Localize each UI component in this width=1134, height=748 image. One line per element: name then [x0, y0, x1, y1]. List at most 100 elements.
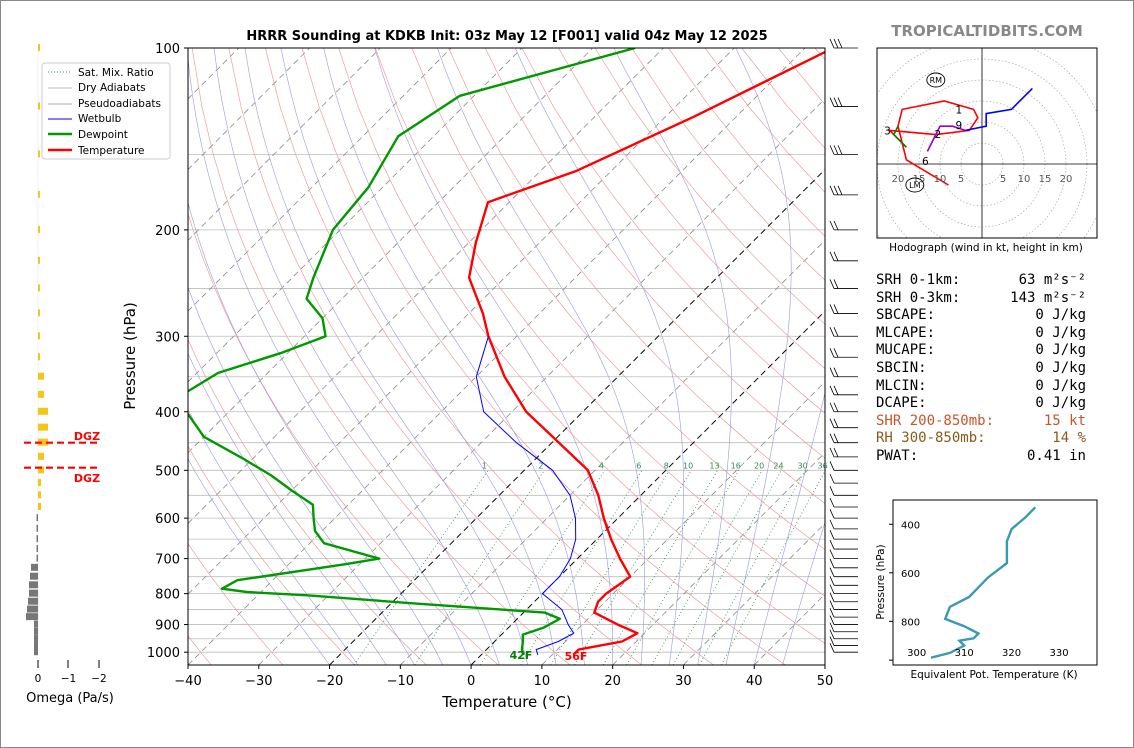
legend-dry-adiabats: Dry Adiabats	[78, 82, 146, 94]
theta-e-x-tick-label: 300	[907, 648, 926, 659]
hodograph-height-label: 6	[922, 156, 929, 168]
legend: Sat. Mix. Ratio Dry Adiabats Pseudoadiab…	[41, 62, 171, 160]
hodograph-caption: Hodograph (wind in kt, height in km)	[889, 242, 1083, 254]
x-tick-label: −20	[316, 674, 343, 689]
omega-bar	[29, 589, 38, 597]
barb-flag	[833, 402, 839, 412]
wind-barb	[829, 643, 858, 653]
moist-adiabat	[280, 48, 557, 665]
hodograph-ring-label: 15	[1039, 174, 1052, 185]
chart-title: HRRR Sounding at KDKB Init: 03z May 12 […	[246, 29, 767, 44]
omega-bar	[38, 353, 40, 361]
omega-bar	[38, 423, 48, 431]
surface-dew-label: 42F	[510, 649, 533, 662]
hodograph-ring-label: 10	[934, 174, 947, 185]
barb-flag	[829, 145, 835, 155]
x-tick-label: −30	[245, 674, 272, 689]
mixing-ratio-line	[353, 470, 489, 665]
mixing-ratio-label: 1	[482, 461, 487, 470]
barb-flag	[829, 615, 835, 625]
moist-adiabat	[188, 352, 387, 665]
hodograph-trace	[965, 87, 1033, 132]
wind-barb	[829, 220, 858, 231]
dry-adiabat	[558, 48, 825, 369]
omega-bar	[38, 502, 41, 510]
isotherm-line	[683, 522, 825, 665]
y-tick-label: 300	[155, 330, 180, 345]
skewt-axes: −40 −30 −20 −10 0 10 20 30 40 50 100 200 300 400 500 60…	[147, 42, 833, 689]
stat-row: MLCAPE: 0 J/kg	[876, 325, 1096, 343]
hodograph-height-label: 9	[956, 120, 963, 132]
wind-barb	[829, 348, 858, 358]
barb-flag	[829, 304, 835, 314]
mixing-ratio-line	[520, 470, 643, 665]
moist-adiabat	[188, 201, 444, 665]
stat-label: DCAPE:	[876, 395, 927, 412]
barb-flag	[829, 622, 835, 632]
wind-barb	[829, 402, 858, 413]
barb-flag	[829, 38, 835, 49]
moist-adiabat	[782, 521, 825, 665]
dry-adiabat	[228, 48, 643, 665]
omega-bar	[38, 372, 44, 380]
omega-bar	[31, 563, 38, 571]
stat-label: PWAT:	[876, 447, 919, 464]
stat-value: 0.41 in	[1026, 447, 1086, 464]
omega-xlabel: Omega (Pa/s)	[26, 691, 114, 706]
stat-value: 0 J/kg	[1035, 324, 1086, 341]
moist-adiabat	[515, 48, 684, 665]
stat-row: SRH 0-1km: 63 m²s⁻²	[876, 272, 1096, 290]
wind-barb	[829, 185, 858, 196]
omega-bar	[36, 514, 38, 522]
y-tick-label: 100	[155, 42, 180, 57]
barb-flag	[829, 385, 835, 395]
stat-label: MLCAPE:	[876, 324, 936, 341]
omega-bar	[38, 284, 40, 292]
isotherm-line	[188, 48, 806, 665]
y-tick-label: 500	[155, 464, 180, 479]
wind-barb	[829, 600, 858, 610]
dry-adiabat	[484, 48, 825, 459]
barb-flag	[833, 145, 839, 155]
x-tick-label: 40	[746, 674, 763, 689]
series-dewpoint	[188, 48, 636, 656]
theta-e-y-tick-label: 400	[901, 520, 920, 531]
wind-barb	[829, 607, 858, 618]
mixing-ratio-label: 20	[754, 461, 764, 470]
wind-barb	[829, 629, 858, 640]
wind-barb	[829, 461, 858, 471]
x-tick-label: 50	[817, 674, 834, 689]
barb-flag	[829, 576, 835, 586]
stat-value: 0 J/kg	[1035, 359, 1086, 376]
series-wetbulb	[475, 336, 577, 655]
skewt-ylabel: Pressure (hPa)	[121, 302, 139, 410]
omega-bar	[38, 390, 44, 398]
legend-pseudoadiabats: Pseudoadiabats	[78, 98, 161, 110]
mixing-ratio-line	[414, 470, 545, 665]
omega-bar	[34, 641, 38, 649]
omega-bar	[38, 225, 40, 233]
dry-adiabat	[188, 542, 284, 665]
barb-flag	[829, 519, 835, 530]
wind-barb	[829, 473, 858, 484]
brand-text: TROPICALTIDBITS.COM	[891, 22, 1083, 40]
dry-adiabat	[265, 48, 714, 665]
stat-label: SBCAPE:	[876, 307, 936, 324]
barb-flag	[833, 327, 839, 337]
barb-flag	[829, 251, 835, 261]
hodograph-ring-label: 15	[913, 174, 926, 185]
omega-bar	[38, 44, 40, 51]
wind-barb	[829, 529, 858, 540]
x-tick-label: 10	[534, 674, 551, 689]
barb-flag	[829, 97, 835, 107]
x-tick-label: 0	[467, 674, 475, 689]
omega-bar	[29, 581, 38, 589]
omega-bar	[34, 627, 38, 635]
barb-flag	[833, 385, 839, 395]
wind-barb	[829, 622, 858, 633]
wind-barb	[829, 636, 858, 646]
stat-row: RH 300-850mb: 14 %	[876, 430, 1096, 448]
hodograph-height-label: 3	[884, 125, 891, 137]
wind-barb	[829, 38, 858, 49]
theta-e-x-tick-label: 320	[1002, 648, 1021, 659]
